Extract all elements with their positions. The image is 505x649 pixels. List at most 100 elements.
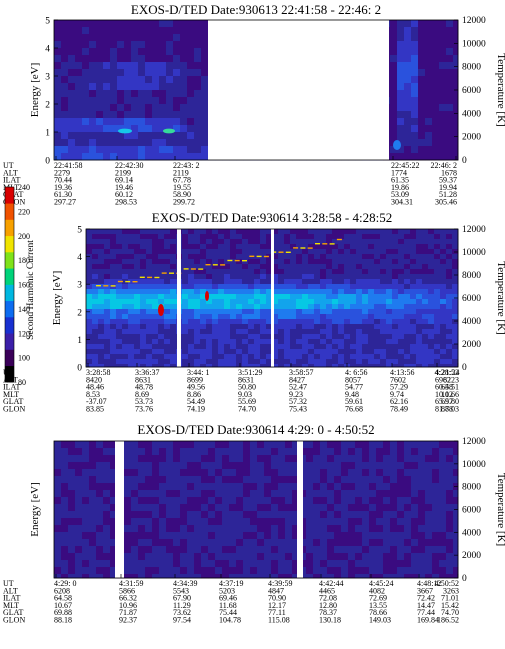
heatmap-cell bbox=[404, 314, 411, 320]
heatmap-cell bbox=[180, 90, 188, 98]
heatmap-cell bbox=[260, 354, 267, 360]
heatmap-cell bbox=[439, 455, 447, 463]
heatmap-cell bbox=[432, 132, 440, 140]
heatmap-cell bbox=[187, 511, 195, 519]
heatmap-cell bbox=[152, 309, 159, 315]
heatmap-cell bbox=[434, 244, 441, 250]
heatmap-cell bbox=[260, 364, 267, 368]
heatmap-cell bbox=[380, 354, 387, 360]
heatmap-cell bbox=[54, 27, 62, 35]
heatmap-cell bbox=[96, 69, 104, 77]
heatmap-cell bbox=[206, 314, 213, 320]
heatmap-cell bbox=[146, 289, 153, 295]
heatmap-cell bbox=[320, 553, 328, 561]
heatmap-cell bbox=[452, 334, 459, 340]
heatmap-cell bbox=[212, 344, 219, 350]
heatmap-cell bbox=[380, 294, 387, 300]
heatmap-cell bbox=[434, 354, 441, 360]
heatmap-cell bbox=[116, 269, 123, 275]
heatmap-cell bbox=[272, 284, 279, 290]
heatmap-cell bbox=[194, 239, 201, 245]
heatmap-cell bbox=[86, 279, 93, 285]
heatmap-cell bbox=[326, 349, 333, 355]
heatmap-cell bbox=[145, 55, 153, 63]
heatmap-cell bbox=[416, 304, 423, 310]
heatmap-cell bbox=[128, 354, 135, 360]
heatmap-cell bbox=[278, 339, 285, 345]
heatmap-cell bbox=[187, 462, 195, 470]
heatmap-cell bbox=[348, 546, 356, 554]
orbit-value: 92.37 bbox=[119, 616, 137, 625]
heatmap-cell bbox=[104, 289, 111, 295]
heatmap-cell bbox=[138, 483, 146, 491]
trace-mark bbox=[154, 276, 160, 279]
heatmap-cell bbox=[152, 364, 159, 368]
heatmap-cell bbox=[254, 284, 261, 290]
heatmap-cell bbox=[187, 48, 195, 56]
heatmap-cell bbox=[452, 364, 459, 368]
heatmap-cell bbox=[320, 525, 328, 533]
heatmap-cell bbox=[243, 518, 251, 526]
heatmap-cell bbox=[410, 354, 417, 360]
heatmap-cell bbox=[411, 90, 419, 98]
heatmap-cell bbox=[212, 244, 219, 250]
heatmap-cell bbox=[236, 497, 244, 505]
heatmap-cell bbox=[292, 574, 300, 579]
heatmap-cell bbox=[386, 234, 393, 240]
heatmap-cell bbox=[138, 504, 146, 512]
heatmap-cell bbox=[411, 462, 419, 470]
heatmap-cell bbox=[164, 234, 171, 240]
heatmap-cell bbox=[390, 448, 398, 456]
heatmap-cell bbox=[86, 334, 93, 340]
heatmap-cell bbox=[260, 349, 267, 355]
heatmap-cell bbox=[404, 504, 412, 512]
heatmap-cell bbox=[428, 329, 435, 335]
heatmap-cell bbox=[439, 525, 447, 533]
heatmap-cell bbox=[404, 539, 412, 547]
heatmap-cell bbox=[320, 304, 327, 310]
orbit-value: 59.37 bbox=[439, 176, 457, 185]
heatmap-cell bbox=[103, 34, 111, 42]
y2-tick-label: 10000 bbox=[462, 460, 486, 470]
heatmap-cell bbox=[164, 284, 171, 290]
heatmap-cell bbox=[128, 329, 135, 335]
heatmap-cell bbox=[194, 48, 202, 56]
heatmap-cell bbox=[341, 546, 349, 554]
heatmap-cell bbox=[236, 229, 243, 235]
heatmap-cell bbox=[338, 289, 345, 295]
heatmap-cell bbox=[320, 254, 327, 260]
heatmap-cell bbox=[271, 469, 279, 477]
heatmap-cell bbox=[425, 132, 433, 140]
heatmap-cell bbox=[404, 55, 412, 63]
heatmap-cell bbox=[230, 284, 237, 290]
heatmap-cell bbox=[418, 48, 426, 56]
heatmap-cell bbox=[292, 532, 300, 540]
heatmap-cell bbox=[180, 69, 188, 77]
trace-mark bbox=[103, 285, 109, 287]
heatmap-cell bbox=[173, 69, 181, 77]
heatmap-cell bbox=[117, 111, 125, 119]
heatmap-cell bbox=[224, 249, 231, 255]
heatmap-cell bbox=[257, 455, 265, 463]
heatmap-cell bbox=[134, 304, 141, 310]
heatmap-cell bbox=[75, 48, 83, 56]
heatmap-cell bbox=[170, 309, 177, 315]
heatmap-cell bbox=[308, 304, 315, 310]
heatmap-cell bbox=[302, 294, 309, 300]
heatmap-cell bbox=[138, 567, 146, 575]
y2-axis-title: Temperature [K] bbox=[495, 473, 505, 546]
heatmap-cell bbox=[334, 490, 342, 498]
heatmap-cell bbox=[285, 483, 293, 491]
heatmap-cell bbox=[248, 354, 255, 360]
heatmap-cell bbox=[116, 349, 123, 355]
heatmap-cell bbox=[201, 146, 209, 154]
heatmap-cell bbox=[260, 269, 267, 275]
heatmap-cell bbox=[308, 349, 315, 355]
heatmap-cell bbox=[271, 539, 279, 547]
heatmap-cell bbox=[410, 244, 417, 250]
heatmap-cell bbox=[404, 146, 412, 154]
heatmap-cell bbox=[180, 97, 188, 105]
heatmap-cell bbox=[302, 329, 309, 335]
heatmap-cell bbox=[404, 118, 412, 126]
heatmap-cell bbox=[326, 334, 333, 340]
